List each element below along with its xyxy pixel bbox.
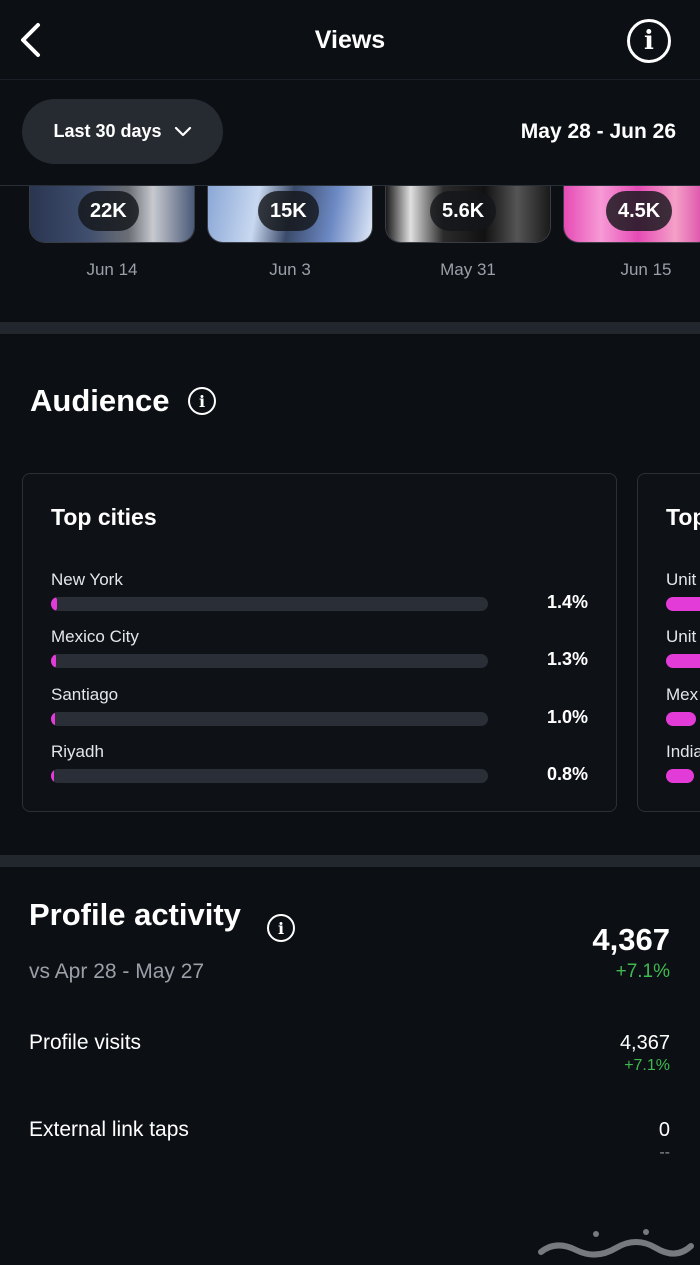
view-count-badge: 5.6K bbox=[430, 191, 497, 231]
city-bar-fill bbox=[51, 769, 55, 783]
audience-heading: Audience bbox=[30, 383, 170, 418]
profile-activity-delta: +7.1% bbox=[615, 961, 670, 982]
section-divider bbox=[0, 855, 700, 867]
city-name: Riyadh bbox=[51, 742, 104, 761]
country-name: Mex bbox=[666, 685, 699, 704]
top-countries-card[interactable]: Top Unit Unit Mex India bbox=[637, 473, 700, 812]
content-date: Jun 3 bbox=[269, 260, 311, 279]
view-count-badge: 22K bbox=[78, 191, 139, 231]
top-cities-title: Top cities bbox=[51, 504, 157, 530]
profile-activity-heading: Profile activity bbox=[29, 897, 241, 932]
chevron-left-icon bbox=[21, 23, 40, 57]
date-range-text: May 28 - Jun 26 bbox=[520, 120, 676, 143]
city-percentage: 1.0% bbox=[546, 707, 588, 727]
filter-row: Last 30 days May 28 - Jun 26 bbox=[0, 80, 700, 186]
content-thumbnail[interactable]: 22K bbox=[29, 186, 195, 243]
info-button[interactable]: i bbox=[627, 19, 671, 63]
city-percentage: 1.4% bbox=[546, 592, 588, 612]
top-bar: Views i bbox=[0, 0, 700, 80]
info-icon: i bbox=[644, 26, 654, 56]
external-link-taps-delta: -- bbox=[659, 1144, 670, 1161]
city-bar-track bbox=[51, 654, 488, 668]
comparison-range: vs Apr 28 - May 27 bbox=[29, 960, 205, 983]
city-bar-fill bbox=[51, 712, 55, 726]
external-link-taps-value: 0 bbox=[658, 1119, 670, 1141]
profile-activity-total: 4,367 bbox=[592, 922, 670, 957]
content-date: May 31 bbox=[440, 260, 496, 279]
page-title: Views bbox=[314, 26, 386, 54]
profile-visits-delta: +7.1% bbox=[624, 1057, 670, 1074]
city-bar-track bbox=[51, 712, 488, 726]
top-content-strip: 22K Jun 14 15K Jun 3 5.6K May 31 4.5K Ju… bbox=[0, 186, 700, 322]
top-countries-title: Top bbox=[666, 504, 700, 530]
city-name: New York bbox=[51, 570, 123, 589]
country-name: Unit bbox=[666, 627, 697, 646]
country-name: Unit bbox=[666, 570, 697, 589]
content-thumbnail[interactable]: 5.6K bbox=[385, 186, 551, 243]
city-percentage: 0.8% bbox=[546, 764, 588, 784]
content-thumbnail[interactable]: 4.5K bbox=[563, 186, 700, 243]
profile-visits-label: Profile visits bbox=[29, 1031, 142, 1054]
content-date: Jun 15 bbox=[620, 260, 672, 279]
city-name: Mexico City bbox=[51, 627, 139, 646]
view-count-badge: 15K bbox=[258, 191, 319, 231]
profile-activity-info-icon[interactable]: i bbox=[267, 914, 295, 942]
country-bar bbox=[666, 712, 696, 726]
date-range-dropdown[interactable]: Last 30 days bbox=[22, 99, 223, 164]
country-name: India bbox=[666, 742, 700, 761]
content-thumbnail[interactable]: 15K bbox=[207, 186, 373, 243]
chevron-down-icon bbox=[174, 126, 191, 136]
section-divider bbox=[0, 322, 700, 334]
audience-info-icon[interactable]: i bbox=[188, 387, 216, 415]
city-bar-track bbox=[51, 769, 488, 783]
external-link-taps-label: External link taps bbox=[29, 1118, 189, 1141]
country-bar bbox=[666, 769, 694, 783]
city-bar-track bbox=[51, 597, 488, 611]
city-percentage: 1.3% bbox=[546, 649, 588, 669]
profile-visits-value: 4,367 bbox=[619, 1032, 670, 1054]
city-bar-fill bbox=[51, 597, 57, 611]
country-bar bbox=[666, 654, 700, 668]
city-name: Santiago bbox=[51, 685, 119, 704]
content-date: Jun 14 bbox=[86, 260, 138, 279]
watermark-logo bbox=[538, 1229, 694, 1258]
date-range-dropdown-label: Last 30 days bbox=[53, 121, 162, 141]
top-cities-card[interactable]: Top cities New York 1.4% Mexico City 1.3… bbox=[22, 473, 617, 812]
city-bar-fill bbox=[51, 654, 57, 668]
country-bar bbox=[666, 597, 700, 611]
view-count-badge: 4.5K bbox=[606, 191, 673, 231]
back-button[interactable] bbox=[12, 18, 48, 62]
